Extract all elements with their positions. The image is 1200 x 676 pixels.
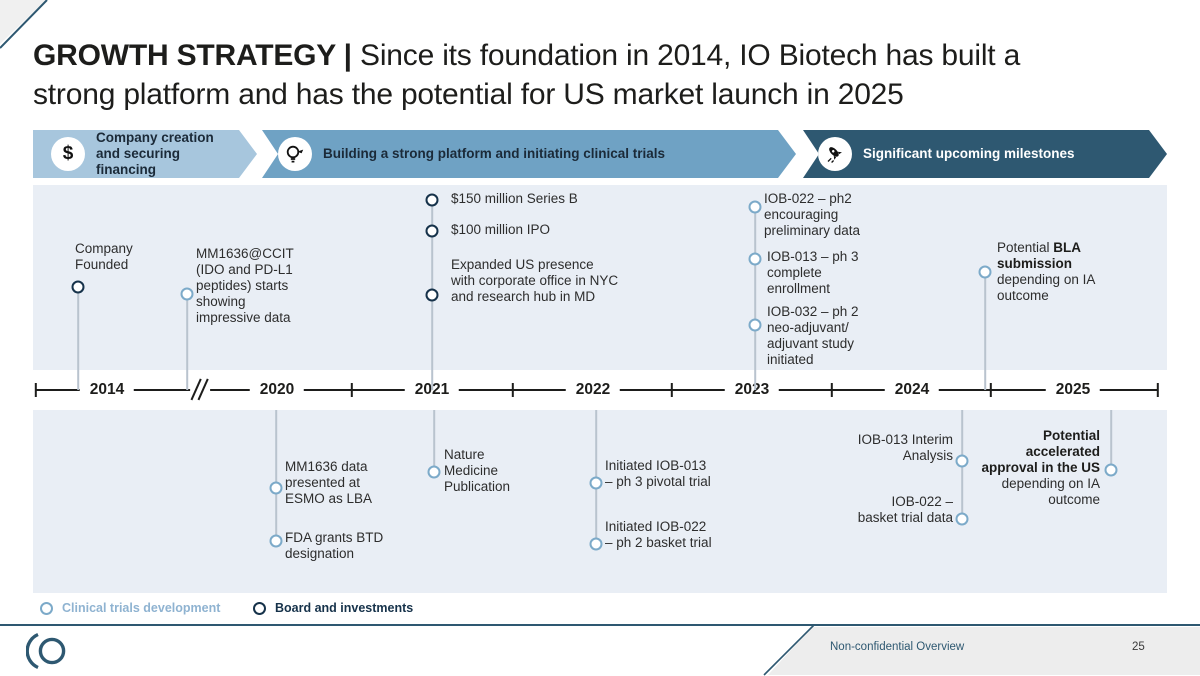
timeline-stem — [433, 410, 435, 472]
banner-platform-trials: Building a strong platform and initiatin… — [262, 130, 796, 178]
timeline-event: IOB-022 – basket trial data — [857, 494, 953, 525]
event-marker-light — [269, 481, 283, 495]
year-label: 2025 — [1045, 379, 1101, 400]
timeline-stem — [275, 410, 277, 541]
banner-label: Significant upcoming milestones — [863, 146, 1075, 161]
axis-tick — [350, 383, 354, 397]
event-marker-light — [978, 265, 992, 279]
year-label: 2014 — [79, 379, 135, 400]
title-line2: strong platform and has the potential fo… — [33, 78, 904, 111]
event-marker-light — [269, 534, 283, 548]
legend-label: Board and investments — [275, 601, 414, 615]
timeline-lower-panel — [33, 410, 1167, 593]
timeline-stem — [984, 272, 986, 390]
banner-label: Company creation and securing financing — [96, 130, 214, 177]
banner-label: Building a strong platform and initiatin… — [323, 146, 666, 161]
axis-end-tick — [34, 383, 38, 397]
corner-diagonal-line — [0, 0, 48, 49]
year-label: 2024 — [884, 379, 940, 400]
year-label: 2022 — [565, 379, 621, 400]
timeline-stem — [754, 207, 756, 390]
event-marker-light — [1104, 463, 1118, 477]
timeline-event: MM1636 data presented at ESMO as LBA — [285, 459, 373, 506]
timeline-upper-panel — [33, 185, 1167, 370]
footer-rule — [0, 624, 1200, 626]
year-label: 2020 — [249, 379, 305, 400]
banner-upcoming-milestones: Significant upcoming milestones — [803, 130, 1167, 178]
event-marker-light — [427, 465, 441, 479]
event-marker-light — [748, 318, 762, 332]
event-marker-dark — [425, 288, 439, 302]
title-line1-rest: Since its foundation in 2014, IO Biotech… — [351, 39, 1021, 72]
legend-ring-dark — [253, 601, 266, 615]
footer-diagonal-line — [763, 624, 815, 676]
timeline-event: IOB-032 – ph 2 neo-adjuvant/ adjuvant st… — [767, 304, 859, 367]
axis-break-icon — [190, 378, 210, 401]
timeline-event: Initiated IOB-022 – ph 2 basket trial — [605, 519, 712, 550]
event-marker-light — [748, 200, 762, 214]
event-marker-light — [180, 287, 194, 301]
timeline-event: FDA grants BTD designation — [285, 530, 384, 561]
axis-tick — [989, 383, 993, 397]
rocket-icon — [818, 137, 852, 171]
timeline-event: IOB-013 – ph 3 complete enrollment — [767, 249, 859, 296]
axis-end-tick — [1156, 383, 1160, 397]
legend-clinical-trials: Clinical trials development — [40, 601, 220, 615]
event-marker-light — [955, 512, 969, 526]
slide-title: GROWTH STRATEGY | Since its foundation i… — [33, 36, 1173, 114]
event-marker-dark — [71, 280, 85, 294]
timeline-stem — [186, 294, 188, 390]
event-marker-light — [589, 537, 603, 551]
io-biotech-logo — [26, 632, 66, 670]
footer-doc-label: Non-confidential Overview — [830, 641, 965, 653]
lightbulb-icon — [278, 137, 312, 171]
timeline-event: Initiated IOB-013 – ph 3 pivotal trial — [605, 458, 711, 489]
event-marker-light — [589, 476, 603, 490]
axis-tick — [511, 383, 515, 397]
timeline-stem — [77, 287, 79, 390]
timeline-event: Potential BLA submission depending on IA… — [997, 240, 1095, 303]
timeline-event: Expanded US presence with corporate offi… — [451, 257, 619, 304]
legend-board-investments: Board and investments — [253, 601, 413, 615]
footer-gray-band — [768, 627, 1200, 675]
timeline-event: $100 million IPO — [451, 222, 551, 237]
timeline-event: MM1636@CCIT (IDO and PD-L1 peptides) sta… — [196, 246, 294, 325]
timeline-event: $150 million Series B — [451, 191, 578, 206]
legend-label: Clinical trials development — [62, 601, 221, 615]
timeline-event: Nature Medicine Publication — [444, 447, 511, 494]
page-number: 25 — [1132, 641, 1145, 653]
year-label: 2023 — [724, 379, 780, 400]
title-line1: GROWTH STRATEGY | Since its foundation i… — [33, 36, 1173, 75]
event-marker-dark — [425, 193, 439, 207]
timeline-event: Potential accelerated approval in the US… — [981, 428, 1100, 507]
axis-tick — [670, 383, 674, 397]
legend-ring-light — [40, 601, 53, 615]
event-marker-light — [955, 454, 969, 468]
event-marker-dark — [425, 224, 439, 238]
banner-company-creation: $ Company creation and securing financin… — [33, 130, 257, 178]
timeline-event: IOB-022 – ph2 encouraging preliminary da… — [764, 191, 861, 238]
timeline-stem — [1110, 410, 1112, 470]
timeline-event: IOB-013 Interim Analysis — [857, 432, 953, 463]
title-prefix: GROWTH STRATEGY | — [33, 39, 352, 72]
timeline-event: Company Founded — [75, 241, 133, 272]
event-marker-light — [748, 252, 762, 266]
axis-tick — [830, 383, 834, 397]
dollar-icon: $ — [51, 137, 85, 171]
